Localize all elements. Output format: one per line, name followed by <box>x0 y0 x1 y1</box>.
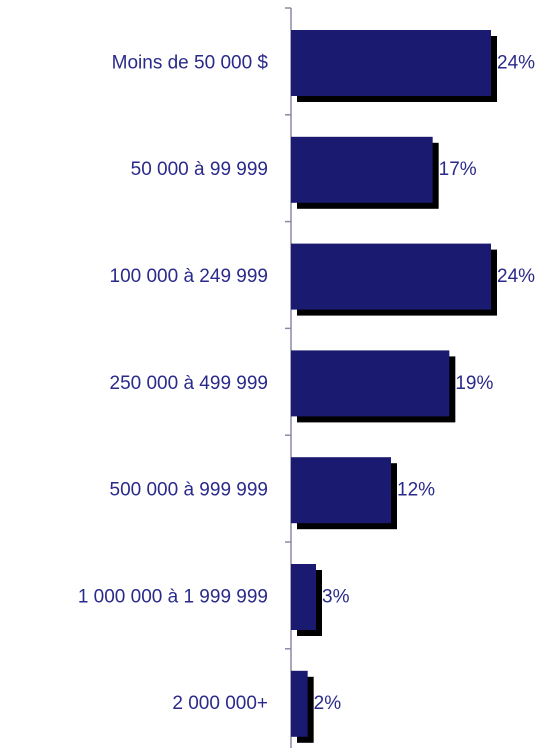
category-label-0: Moins de 50 000 $ <box>112 52 269 73</box>
bar-0 <box>291 30 491 96</box>
value-label-1: 17% <box>439 159 477 180</box>
category-label-5: 1 000 000 à 1 999 999 <box>78 586 268 607</box>
bar-1 <box>291 136 433 203</box>
value-label-2: 24% <box>497 266 535 287</box>
value-label-4: 12% <box>397 480 435 501</box>
category-label-6: 2 000 000+ <box>172 693 268 714</box>
bar-6 <box>291 670 308 737</box>
bar-4 <box>291 457 391 524</box>
value-label-0: 24% <box>497 52 535 73</box>
bars-group <box>291 30 497 743</box>
category-label-4: 500 000 à 999 999 <box>110 480 269 501</box>
value-label-6: 2% <box>314 693 342 714</box>
category-labels: Moins de 50 000 $ 50 000 à 99 999 100 000 … <box>78 52 269 714</box>
y-axis-ticks <box>285 7 291 650</box>
bar-3 <box>291 350 450 417</box>
value-label-3: 19% <box>455 373 493 394</box>
category-label-3: 250 000 à 499 999 <box>110 373 269 394</box>
value-labels: 24% 17% 24% 19% 12% 3% 2% <box>314 52 535 714</box>
category-label-2: 100 000 à 249 999 <box>110 266 269 287</box>
category-label-1: 50 000 à 99 999 <box>131 159 268 180</box>
value-label-5: 3% <box>322 586 350 607</box>
bar-2 <box>291 243 491 310</box>
bar-5 <box>291 564 316 630</box>
